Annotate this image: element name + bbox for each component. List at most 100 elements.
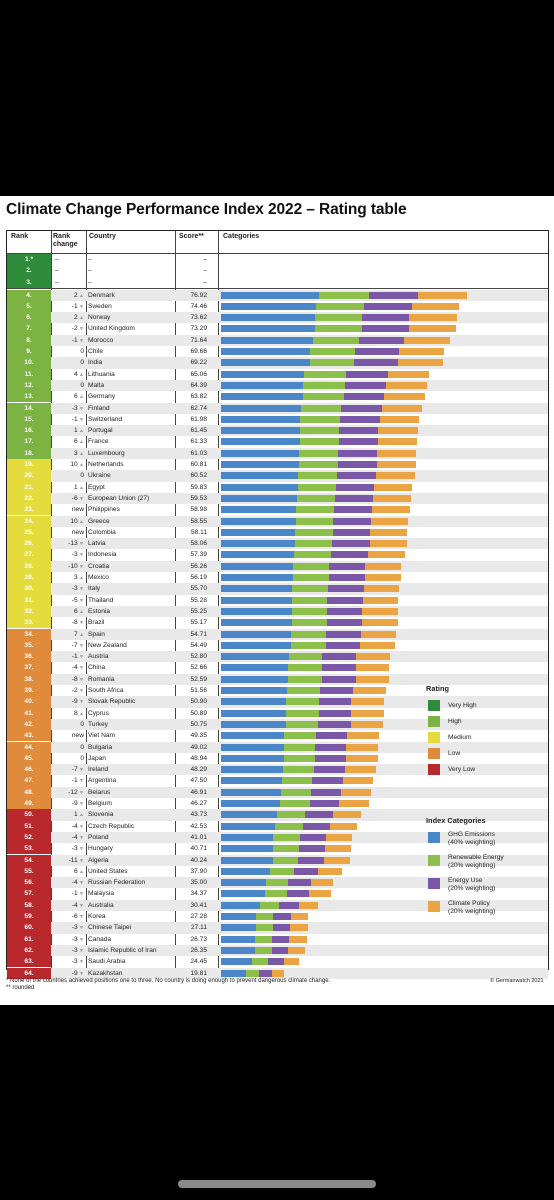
legend-swatch: [428, 700, 440, 711]
country-cell: Finland: [88, 404, 110, 412]
climate-policy-segment: [308, 890, 331, 898]
energy-use-segment: [311, 788, 342, 796]
ghg-segment: [221, 777, 282, 785]
down-arrow-icon: ▼: [77, 834, 84, 841]
down-arrow-icon: ▼: [77, 541, 84, 548]
climate-policy-segment: [361, 630, 397, 638]
rank-change-cell: -7 ▼: [71, 766, 84, 774]
rank-cell: 3.: [7, 276, 51, 288]
legend-item: Very Low: [426, 763, 532, 779]
score-cell: 46.27: [190, 800, 207, 807]
climate-policy-segment: [355, 664, 390, 672]
rank-change-cell: 1 ▲: [73, 483, 84, 491]
table-row: 37. -4 ▼ China 52.66: [7, 662, 548, 674]
score-bar: [221, 574, 401, 581]
table-row: 53. -3 ▼ Hungary 40.71: [7, 843, 548, 855]
down-arrow-icon: ▼: [77, 959, 84, 966]
home-indicator[interactable]: [178, 1180, 376, 1188]
table-row: 13. 6 ▲ Germany 63.82: [7, 391, 548, 403]
table-row: 46. -7 ▼ Ireland 48.29: [7, 764, 548, 776]
down-arrow-icon: ▼: [77, 563, 84, 570]
ghg-segment: [221, 800, 281, 807]
country-cell: Italy: [88, 585, 101, 593]
rank-cell: 42.: [7, 718, 51, 731]
score-cell: –: [203, 267, 207, 275]
down-arrow-icon: ▼: [77, 642, 84, 649]
rank-cell: 12.: [7, 379, 51, 392]
column-divider: [86, 231, 87, 969]
rank-cell: 52.: [7, 831, 51, 844]
rank-change-cell: -2 ▼: [71, 687, 84, 694]
down-arrow-icon: ▼: [77, 891, 84, 898]
country-cell: Japan: [88, 754, 106, 762]
score-cell: 62.74: [190, 404, 207, 412]
country-cell: Colombia: [88, 528, 116, 536]
renewable-segment: [319, 291, 369, 299]
ghg-segment: [221, 743, 284, 751]
rank-change-cell: -6 ▼: [71, 913, 84, 920]
score-bar: [221, 935, 307, 943]
rank-cell: 2.: [7, 265, 51, 277]
rank-cell: 30.: [7, 583, 51, 595]
ghg-segment: [221, 472, 299, 480]
climate-policy-segment: [351, 698, 384, 706]
energy-use-segment: [299, 833, 326, 841]
table-row: 25. new Colombia 58.11: [7, 526, 548, 539]
score-bar: [221, 766, 376, 774]
legend-item: High: [426, 715, 532, 731]
country-cell: Belarus: [88, 788, 111, 796]
energy-use-segment: [312, 777, 343, 785]
renewable-segment: [285, 720, 319, 728]
score-bar: [221, 641, 396, 649]
rank-change-cell: –: [55, 256, 59, 263]
climate-policy-segment: [362, 619, 398, 627]
legend-swatch: [428, 855, 440, 866]
energy-use-segment: [368, 291, 418, 299]
climate-policy-segment: [356, 653, 390, 661]
ghg-segment: [221, 359, 310, 367]
score-cell: 46.91: [190, 788, 207, 796]
country-cell: Egypt: [88, 483, 105, 491]
climate-policy-segment: [365, 562, 402, 570]
country-cell: Norway: [88, 314, 111, 322]
score-bar: [221, 890, 331, 898]
score-cell: 74.46: [190, 302, 207, 310]
rank-change-cell: -4 ▼: [71, 879, 84, 887]
ghg-segment: [221, 506, 297, 514]
legend-label: Energy Use: [448, 877, 483, 884]
rank-cell: 4.: [7, 289, 51, 301]
ghg-segment: [221, 585, 293, 593]
energy-use-segment: [327, 607, 363, 615]
score-bar: [221, 381, 428, 389]
ghg-segment: [221, 517, 296, 525]
score-bar: [221, 585, 400, 593]
score-cell: 61.33: [190, 438, 207, 446]
down-arrow-icon: ▼: [77, 552, 84, 559]
country-cell: Luxembourg: [88, 449, 125, 457]
climate-policy-segment: [318, 867, 343, 875]
score-bar: [221, 607, 398, 615]
rank-change-cell: 0: [80, 348, 84, 355]
score-cell: 49.35: [190, 732, 207, 740]
rank-cell: 49.: [7, 798, 51, 810]
score-bar: [221, 720, 384, 728]
rank-cell: 22.: [7, 492, 51, 505]
climate-policy-segment: [332, 811, 361, 819]
score-cell: 65.06: [190, 370, 207, 378]
ghg-segment: [221, 867, 270, 875]
score-cell: 71.64: [190, 336, 207, 344]
table-row: 32. 6 ▲ Estonia 55.25: [7, 605, 548, 618]
renewable-segment: [288, 675, 322, 683]
rank-cell: 32.: [7, 605, 51, 618]
down-arrow-icon: ▼: [77, 789, 84, 796]
country-cell: Romania: [88, 675, 115, 683]
ghg-segment: [221, 630, 292, 638]
table-row: 28. -10 ▼ Croatia 56.26: [7, 560, 548, 572]
renewable-segment: [254, 946, 272, 954]
renewable-segment: [276, 811, 305, 819]
rank-cell: 53.: [7, 843, 51, 855]
ghg-segment: [221, 619, 292, 627]
rank-change-cell: new: [71, 732, 84, 740]
score-bar: [221, 551, 405, 559]
rank-change-cell: new: [71, 528, 84, 536]
